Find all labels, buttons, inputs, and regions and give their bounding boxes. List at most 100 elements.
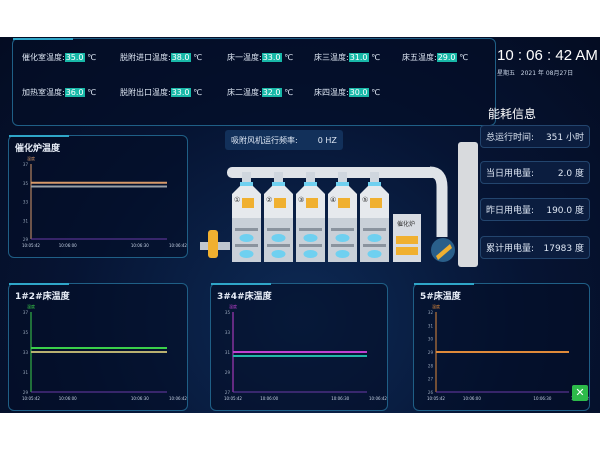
y-tick-label: 37 <box>23 310 29 315</box>
y-tick-label: 31 <box>428 323 434 328</box>
bed-number: ② <box>266 196 272 204</box>
x-tick-label: 10:06:00 <box>463 396 481 401</box>
readout-unit: ℃ <box>87 88 97 97</box>
y-tick-label: 29 <box>225 370 231 375</box>
y-axis-label: 温度 <box>432 303 440 309</box>
readout-label: 床四温度: <box>314 88 349 97</box>
readout-label: 脱附进口温度: <box>120 53 171 62</box>
energy-label: 当日用电量: <box>486 169 535 179</box>
y-tick-label: 26 <box>428 390 434 395</box>
x-tick-label: 10:05:42 <box>22 243 40 248</box>
exhaust-pipe <box>429 166 448 237</box>
x-tick-label: 10:06:30 <box>533 396 551 401</box>
readout-label: 催化室温度: <box>22 53 65 62</box>
fan-frequency-box: 吸附风机运行频率: 0 HZ <box>225 130 343 150</box>
y-tick-label: 30 <box>428 337 434 342</box>
y-tick-label: 29 <box>23 390 29 395</box>
fan-frequency-value: 0 HZ <box>317 135 337 145</box>
readout-label: 加热室温度: <box>22 88 65 97</box>
temperature-header-panel <box>12 38 496 126</box>
readout-label: 床一温度: <box>227 53 262 62</box>
y-tick-label: 33 <box>225 330 231 335</box>
readout-label: 床三温度: <box>314 53 349 62</box>
temperature-readout: 床五温度:29.0 ℃ <box>402 52 468 63</box>
readout-value: 32.0 <box>261 88 282 97</box>
x-tick-label: 10:06:42 <box>169 243 187 248</box>
readout-value: 33.0 <box>170 88 191 97</box>
energy-label: 累计用电量: <box>486 244 535 254</box>
close-icon[interactable]: ✕ <box>572 385 588 401</box>
adsorption-bed: ③ <box>296 172 325 262</box>
y-tick-label: 33 <box>23 350 29 355</box>
x-tick-label: 10:06:00 <box>260 396 278 401</box>
panel-decoration <box>9 283 69 285</box>
x-tick-label: 10:06:00 <box>59 243 77 248</box>
readout-unit: ℃ <box>371 88 381 97</box>
inlet-valve <box>208 230 218 258</box>
adsorption-bed: ④ <box>328 172 357 262</box>
bed-number: ① <box>234 196 240 204</box>
readout-value: 35.0 <box>64 53 85 62</box>
x-tick-label: 10:05:42 <box>22 396 40 401</box>
panel-decoration <box>414 283 474 285</box>
temperature-readout: 脱附进口温度:38.0 ℃ <box>120 52 202 63</box>
chart-title: 3#4#床温度 <box>217 292 272 302</box>
energy-label: 昨日用电量: <box>486 206 535 216</box>
y-tick-label: 33 <box>23 200 29 205</box>
chart-panel: 5#床温度 温度 26 27 28 29 30 31 32 10:05:42 10:06:00 10:… <box>413 283 590 411</box>
y-axis-label: 温度 <box>27 303 35 309</box>
y-axis-label: 温度 <box>229 303 237 309</box>
chart-panel: 3#4#床温度 温度 27 29 31 33 35 10:05:42 10:06:00 10:06… <box>210 283 388 411</box>
readout-unit: ℃ <box>459 53 469 62</box>
x-tick-label: 10:06:30 <box>331 396 349 401</box>
readout-unit: ℃ <box>193 88 203 97</box>
adsorption-bed: ① <box>232 172 261 262</box>
energy-value: 351 小时 <box>545 133 584 143</box>
adsorption-bed: ② <box>264 172 293 262</box>
y-axis-label: 温度 <box>27 155 35 161</box>
dashboard-screen: 催化室温度:35.0 ℃ 脱附进口温度:38.0 ℃ 床一温度:33.0 ℃ 床三温度… <box>0 37 600 413</box>
readout-label: 床二温度: <box>227 88 262 97</box>
energy-card: 当日用电量: 2.0 度 <box>480 161 590 184</box>
y-tick-label: 29 <box>23 237 29 242</box>
panel-decoration <box>13 38 73 40</box>
y-tick-label: 37 <box>23 162 29 167</box>
readout-unit: ℃ <box>193 53 203 62</box>
y-tick-label: 28 <box>428 363 434 368</box>
chart-title: 5#床温度 <box>420 292 461 302</box>
y-tick-label: 29 <box>428 350 434 355</box>
x-tick-label: 10:06:30 <box>131 396 149 401</box>
energy-value: 17983 度 <box>543 244 585 254</box>
temperature-readout: 床三温度:31.0 ℃ <box>314 52 380 63</box>
readout-value: 36.0 <box>64 88 85 97</box>
readout-value: 29.0 <box>436 53 457 62</box>
bed-number: ④ <box>330 196 336 204</box>
y-tick-label: 31 <box>225 350 231 355</box>
readout-label: 脱附出口温度: <box>120 88 171 97</box>
temperature-readout: 催化室温度:35.0 ℃ <box>22 52 96 63</box>
energy-card: 累计用电量: 17983 度 <box>480 236 590 259</box>
readout-unit: ℃ <box>284 88 294 97</box>
chart-title: 催化炉温度 <box>15 144 61 154</box>
date: 2021 年 08月27日 <box>520 70 574 77</box>
furnace-indicator <box>396 236 418 244</box>
y-tick-label: 31 <box>23 370 29 375</box>
energy-card: 总运行时间: 351 小时 <box>480 125 590 148</box>
temperature-readout: 床一温度:33.0 ℃ <box>227 52 293 63</box>
chimney <box>458 142 478 267</box>
y-tick-label: 32 <box>428 310 434 315</box>
y-tick-label: 27 <box>428 377 434 382</box>
line-chart: 温度 27 29 31 33 35 10:05:42 10:06:00 10:06:30 10:0… <box>224 303 387 401</box>
x-tick-label: 10:06:00 <box>59 396 77 401</box>
panel-decoration <box>211 283 271 285</box>
temperature-readout: 床四温度:30.0 ℃ <box>314 87 380 98</box>
y-tick-label: 27 <box>225 390 231 395</box>
fan-frequency-label: 吸附风机运行频率: <box>231 135 298 145</box>
chart-title: 1#2#床温度 <box>15 292 70 302</box>
temperature-readout: 加热室温度:36.0 ℃ <box>22 87 96 98</box>
energy-label: 总运行时间: <box>486 133 535 143</box>
x-tick-label: 10:06:42 <box>369 396 387 401</box>
x-tick-label: 10:05:42 <box>427 396 445 401</box>
panel-decoration <box>9 135 69 137</box>
line-chart: 温度 29 31 33 35 37 10:05:42 10:06:00 10:06:30 10:0… <box>22 303 187 401</box>
